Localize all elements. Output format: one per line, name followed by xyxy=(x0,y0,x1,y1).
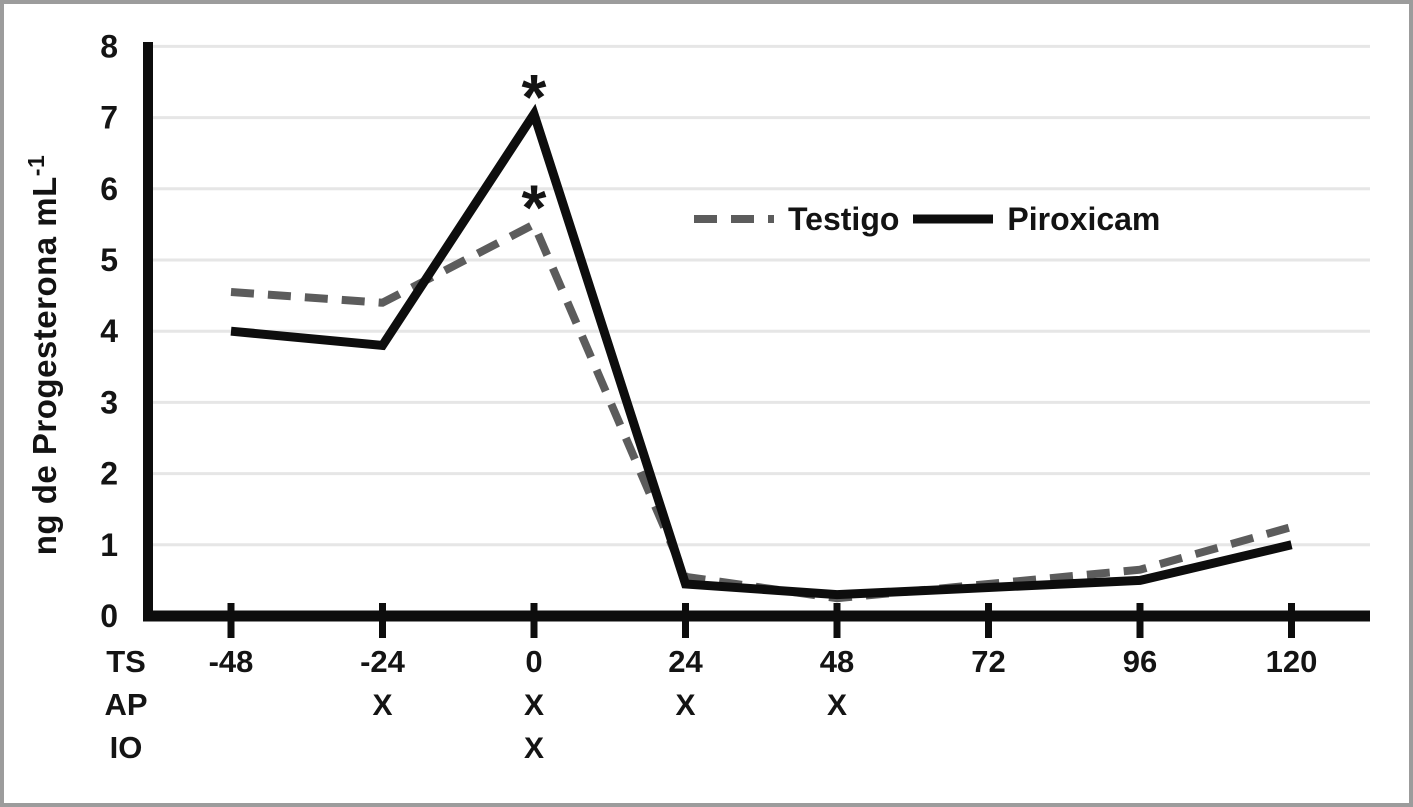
testigo-dashed-line-sample xyxy=(694,215,774,223)
legend-label-testigo: Testigo xyxy=(788,200,900,237)
ap-mark: X xyxy=(675,689,695,722)
legend: Testigo Piroxicam xyxy=(693,197,1160,241)
x-tick-label: 24 xyxy=(668,644,703,679)
significance-asterisk: * xyxy=(522,171,547,243)
significance-asterisk: * xyxy=(522,61,547,133)
x-tick-label: -24 xyxy=(360,644,406,679)
x-tick-label: 72 xyxy=(971,644,1005,679)
row-label-ap: AP xyxy=(104,687,147,722)
ap-mark: X xyxy=(524,689,544,722)
io-mark: X xyxy=(524,732,544,765)
x-tick-label: -48 xyxy=(209,644,254,679)
y-tick-label: 7 xyxy=(100,100,118,136)
y-tick-label: 3 xyxy=(100,384,118,420)
y-tick-label: 1 xyxy=(100,527,118,563)
y-tick-label: 0 xyxy=(100,598,118,634)
y-axis-title-superscript: -1 xyxy=(23,154,49,177)
x-tick-label: 120 xyxy=(1266,644,1318,679)
y-axis-title: ng de Progesterona mL-1 xyxy=(22,85,68,625)
x-tick-label: 96 xyxy=(1123,644,1157,679)
row-label-ts: TS xyxy=(106,644,146,679)
row-label-io: IO xyxy=(110,730,143,765)
y-tick-label: 8 xyxy=(100,28,118,64)
piroxicam-solid-line-sample xyxy=(913,214,994,224)
x-tick-label: 48 xyxy=(820,644,854,679)
y-tick-label: 6 xyxy=(100,171,118,207)
piroxicam-line xyxy=(230,103,1293,600)
ap-mark: X xyxy=(827,689,847,722)
ap-mark: X xyxy=(372,689,392,722)
testigo-line xyxy=(230,218,1293,603)
x-tick-label: 0 xyxy=(525,644,542,679)
y-axis-title-text: ng de Progesterona mL xyxy=(26,176,63,556)
y-tick-label: 5 xyxy=(100,242,118,278)
y-tick-label: 4 xyxy=(100,313,118,349)
y-tick-label: 2 xyxy=(100,456,118,492)
legend-label-piroxicam: Piroxicam xyxy=(1007,200,1161,237)
